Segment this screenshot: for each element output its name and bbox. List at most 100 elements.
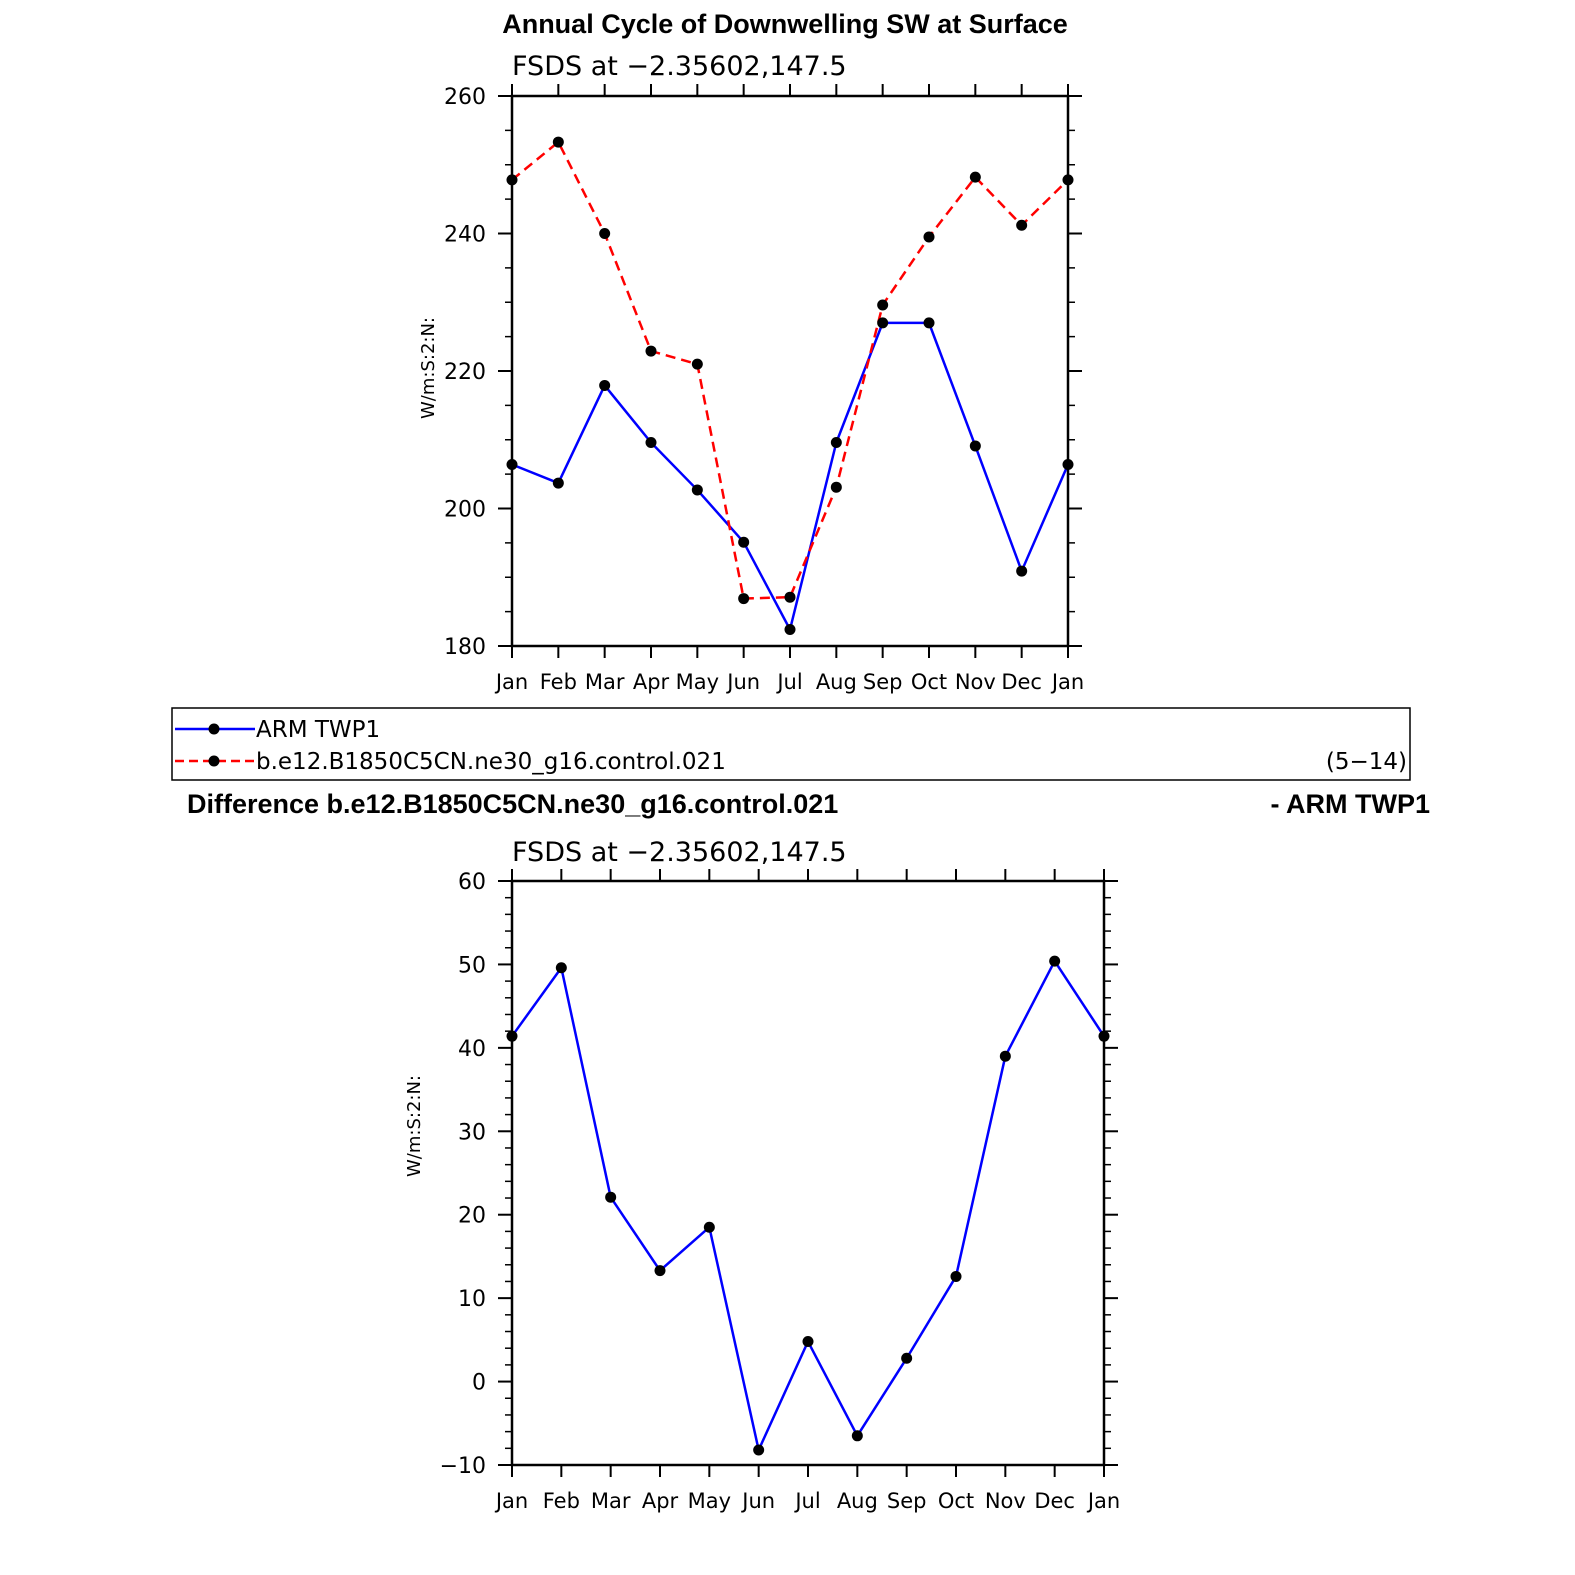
- chart-2-y-tick-label: 40: [458, 1037, 486, 1062]
- chart-2-title-right: - ARM TWP1: [1271, 789, 1430, 819]
- chart-1-x-tick-label: Sep: [863, 670, 903, 694]
- chart-1-plot: Jan Feb Mar Apr May Jun Jul Aug Sep Oct Nov Dec Jan 1…: [444, 84, 1084, 694]
- chart-1-series-1-point: [784, 624, 796, 635]
- chart-1-series-1-point: [738, 536, 750, 548]
- chart-2-series-1-point: [851, 1430, 863, 1442]
- chart-1-series-1-point: [506, 459, 518, 470]
- chart-2-x-tick-label: Oct: [938, 1489, 974, 1513]
- chart-2-y-tick-label: −10: [440, 1454, 486, 1479]
- chart-2-x-tick-label: Sep: [887, 1489, 927, 1513]
- chart-2-series-1-point: [605, 1191, 617, 1203]
- chart-2-x-tick-label: May: [688, 1489, 731, 1513]
- chart-1-series-1-line: [511, 321, 1070, 631]
- chart-1-series-2-point: [1062, 174, 1074, 186]
- chart-1-title: Annual Cycle of Downwelling SW at Surfac…: [502, 9, 1068, 39]
- chart-2-series-1-line: [510, 959, 1106, 1452]
- chart-2-y-axis-label: W/m:S:2:N:: [404, 1075, 425, 1177]
- legend-label-series-2: b.e12.B1850C5CN.ne30_g16.control.021: [256, 749, 726, 775]
- chart-1-series-2-point: [877, 299, 889, 311]
- chart-2-series-1-point: [999, 1050, 1011, 1062]
- chart-1-y-tick-label: 240: [444, 223, 486, 248]
- chart-1-series-1-point: [969, 440, 981, 452]
- chart-1-series-1-point: [599, 379, 611, 391]
- legend-label-series-1: ARM TWP1: [256, 717, 380, 743]
- chart-1-y-tick-label: 260: [444, 85, 486, 110]
- chart-2-x-tick-label: Feb: [543, 1489, 580, 1513]
- chart-2-y-tick-label: 50: [458, 953, 486, 978]
- legend-marker-series-1: [208, 723, 220, 735]
- chart-2-x-tick-label: Jan: [1086, 1489, 1120, 1513]
- chart-1-series-2-point: [691, 358, 703, 370]
- chart-2-subtitle: FSDS at −2.35602,147.5: [512, 837, 847, 868]
- chart-1-x-tick-label: Aug: [816, 670, 857, 694]
- chart-2-series-1-point: [1049, 955, 1061, 967]
- chart-1-x-tick-label: Nov: [955, 670, 996, 694]
- chart-1-subtitle: FSDS at −2.35602,147.5: [512, 51, 847, 82]
- chart-1-y-tick-label: 200: [444, 498, 486, 523]
- chart-1-series-1-point: [877, 317, 889, 329]
- chart-1-series-1-point: [1016, 565, 1028, 577]
- chart-1-series-1-point: [830, 437, 842, 448]
- chart-2-series-1-point: [901, 1352, 913, 1364]
- chart-1-x-tick-label: Jun: [725, 670, 760, 694]
- legend-marker-series-2: [208, 755, 220, 767]
- chart-1-x-tick-label: Jan: [494, 670, 528, 694]
- chart-1-series-2-point: [738, 593, 750, 605]
- chart-2-y-tick-label: 60: [458, 870, 486, 895]
- chart-2-series-1-point: [654, 1265, 666, 1277]
- chart-1-series-2-point: [552, 136, 564, 148]
- chart-1-series-1-point: [552, 477, 564, 489]
- chart-2-series-1-point: [703, 1221, 715, 1233]
- chart-1-series-2-point: [784, 591, 796, 603]
- chart-1-series-2-point: [969, 171, 981, 183]
- chart-1-series-1-point: [645, 437, 657, 448]
- legend-note: (5−14): [1326, 749, 1407, 775]
- chart-1-x-tick-label: Mar: [585, 670, 625, 694]
- legend-frame: [171, 707, 1411, 781]
- chart-2-y-tick-label: 20: [458, 1204, 486, 1229]
- chart-1-series-2-point: [506, 174, 518, 186]
- chart-2-series-1-point: [1098, 1030, 1110, 1042]
- chart-2-title-left: Difference b.e12.B1850C5CN.ne30_g16.cont…: [187, 789, 838, 819]
- chart-1-frame: [510, 94, 1070, 648]
- chart-1-x-tick-label: Oct: [911, 670, 947, 694]
- chart-2-x-tick-label: Apr: [642, 1489, 679, 1513]
- chart-2-x-tick-label: Jun: [740, 1489, 775, 1513]
- chart-1-series-1-point: [691, 484, 703, 496]
- chart-2-x-tick-label: Dec: [1034, 1489, 1075, 1513]
- chart-1-x-tick-label: May: [676, 670, 719, 694]
- chart-2-y-tick-label: 0: [472, 1371, 486, 1396]
- chart-2-series-1-point: [753, 1444, 765, 1456]
- chart-1-series-1-point: [1062, 459, 1074, 470]
- chart-1-y-tick-label: 180: [444, 635, 486, 660]
- chart-2-frame: [510, 879, 1106, 1467]
- chart-1-series-2-point: [1016, 219, 1028, 231]
- chart-1-series-2-point: [923, 231, 935, 243]
- chart-2-x-tick-label: Aug: [837, 1489, 878, 1513]
- chart-2-y-tick-label: 30: [458, 1120, 486, 1145]
- chart-2-series-1-point: [950, 1270, 962, 1282]
- chart-2-plot: Jan Feb Mar Apr May Jun Jul Aug Sep Oct Nov Dec Jan−…: [440, 869, 1120, 1513]
- chart-2-series-1-point: [555, 962, 567, 974]
- chart-1-x-tick-label: Feb: [540, 670, 577, 694]
- chart-2-x-tick-label: Jul: [793, 1489, 820, 1513]
- chart-2-x-tick-label: Mar: [591, 1489, 631, 1513]
- chart-1-series-2-point: [599, 228, 611, 239]
- legend: ARM TWP1 b.e12.B1850C5CN.ne30_g16.contro…: [171, 707, 1411, 781]
- chart-1-y-axis-label: W/m:S:2:N:: [418, 317, 439, 419]
- chart-1-series-2-point: [645, 345, 657, 357]
- chart-2-x-tick-label: Nov: [985, 1489, 1026, 1513]
- chart-1-series-1-point: [923, 317, 935, 329]
- chart-2-y-tick-label: 10: [458, 1287, 486, 1312]
- chart-2-x-tick-label: Jan: [494, 1489, 528, 1513]
- chart-1-x-tick-label: Jan: [1050, 670, 1084, 694]
- chart-2-series-1-point: [506, 1030, 518, 1042]
- chart-1-series-2-point: [830, 481, 842, 493]
- chart-2-series-1-point: [802, 1336, 814, 1348]
- chart-1-x-tick-label: Jul: [775, 670, 802, 694]
- chart-1-series-2-line: [511, 140, 1069, 600]
- chart-1-y-tick-label: 220: [444, 360, 486, 385]
- chart-1-x-tick-label: Dec: [1001, 670, 1042, 694]
- chart-1-x-tick-label: Apr: [633, 670, 670, 694]
